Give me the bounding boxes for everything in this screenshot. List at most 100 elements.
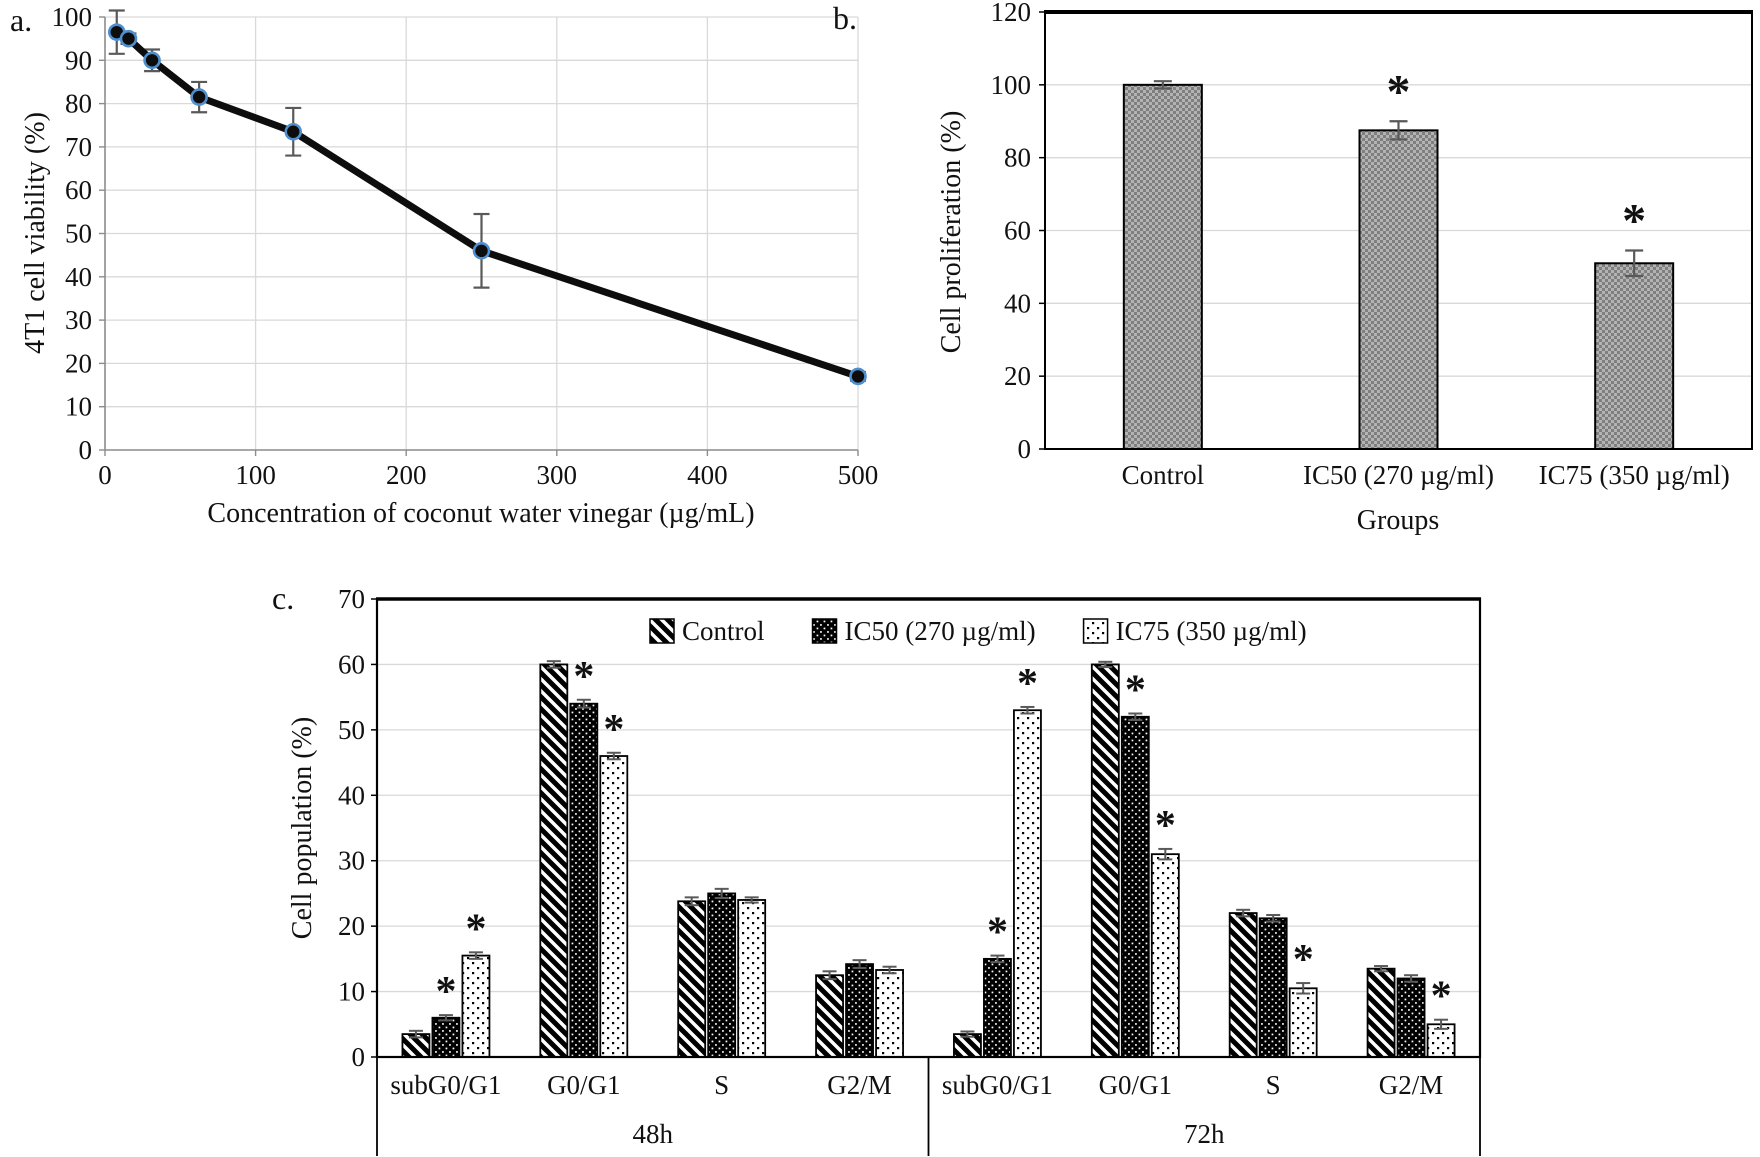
bar-IC75 (350 µg/ml)-subG0/G1-72h — [1013, 709, 1042, 1058]
significance-asterisk: * — [1431, 974, 1452, 1020]
phase-label: S — [1266, 1070, 1281, 1100]
bar-IC50 (270 µg/ml)-G0/G1-72h — [1120, 715, 1150, 1058]
y-tick-label: 30 — [65, 305, 92, 335]
phase-label: G0/G1 — [547, 1070, 621, 1100]
phase-label: subG0/G1 — [942, 1070, 1053, 1100]
y-tick-label: 40 — [1004, 288, 1031, 318]
data-point-marker — [284, 122, 303, 141]
x-category-label: IC75 (350 µg/ml) — [1539, 460, 1730, 490]
bar-IC75 (350 µg/ml)-G0/G1-72h — [1150, 853, 1180, 1058]
viability-line — [113, 28, 862, 380]
significance-asterisk: * — [1622, 195, 1646, 248]
y-tick-label: 40 — [338, 780, 365, 810]
bar-IC50 (270 µg/ml)-S-72h — [1258, 917, 1288, 1058]
bar-Control-G2/M-72h — [1366, 967, 1396, 1058]
panel-c-label: c. — [272, 580, 295, 616]
y-tick-label: 30 — [338, 846, 365, 876]
bar-IC75 (350 µg/ml)-S-48h — [737, 899, 767, 1058]
x-tick-label: 300 — [537, 460, 578, 490]
legend-swatch-Control — [649, 618, 675, 644]
time-group-label: 48h — [633, 1119, 674, 1149]
panel-a-label: a. — [10, 2, 33, 38]
legend-swatch-IC75 (350 µg/ml) — [1082, 618, 1109, 644]
y-tick-label: 0 — [1018, 434, 1032, 464]
x-tick-label: 400 — [687, 460, 728, 490]
y-tick-label: 80 — [1004, 143, 1031, 173]
panel-a-y-axis-title: 4T1 cell viability (%) — [20, 112, 51, 354]
bar-IC75 (350 µg/ml)-G2/M-48h — [875, 969, 904, 1058]
significance-asterisk: * — [1155, 803, 1176, 849]
bar-IC75 (350 µg/ml)-G0/G1-48h — [599, 755, 629, 1058]
data-point-marker — [119, 29, 138, 48]
significance-asterisk: * — [435, 969, 456, 1015]
panel-b-label: b. — [833, 0, 857, 36]
legend-swatch-IC50 (270 µg/ml) — [811, 618, 838, 644]
bar-IC50 (270 µg/ml)-subG0/G1-48h — [431, 1016, 461, 1058]
x-tick-label: 0 — [98, 460, 112, 490]
bar-IC75 (350 µg/ml)-S-72h — [1288, 987, 1318, 1058]
y-tick-label: 90 — [65, 45, 92, 75]
significance-asterisk: * — [465, 906, 486, 952]
bar-Control-S-48h — [677, 900, 707, 1058]
bar-IC50 (270 µg/ml)-subG0/G1-72h — [983, 957, 1012, 1058]
y-tick-label: 50 — [65, 219, 92, 249]
data-point-marker — [190, 88, 208, 106]
y-tick-label: 40 — [65, 262, 92, 292]
y-tick-label: 50 — [338, 715, 365, 745]
panel-a-x-axis-title: Concentration of coconut water vinegar (… — [207, 498, 755, 529]
y-tick-label: 80 — [65, 89, 92, 119]
x-tick-label: 100 — [235, 460, 276, 490]
data-point-marker — [849, 367, 867, 386]
significance-asterisk: * — [573, 654, 594, 700]
y-tick-label: 20 — [65, 348, 92, 378]
bar-IC75 (350 µg/ml) — [1594, 262, 1675, 450]
y-tick-label: 10 — [338, 977, 365, 1007]
y-tick-label: 70 — [65, 132, 92, 162]
y-tick-label: 100 — [991, 70, 1032, 100]
y-tick-label: 120 — [991, 0, 1032, 27]
data-point-marker — [472, 242, 491, 260]
significance-asterisk: * — [603, 707, 624, 753]
bar-Control — [1122, 83, 1203, 450]
phase-label: G2/M — [1379, 1070, 1444, 1100]
time-group-label: 72h — [1184, 1119, 1225, 1149]
y-tick-label: 70 — [338, 584, 365, 614]
data-point-marker — [143, 51, 161, 70]
bar-IC50 (270 µg/ml)-G0/G1-48h — [569, 702, 599, 1058]
y-tick-label: 0 — [79, 435, 93, 465]
bar-Control-G0/G1-72h — [1090, 663, 1120, 1058]
legend-label: Control — [682, 616, 765, 646]
x-category-label: Control — [1122, 460, 1205, 490]
x-tick-label: 200 — [386, 460, 427, 490]
y-tick-label: 10 — [65, 392, 92, 422]
legend-label: IC50 (270 µg/ml) — [845, 616, 1036, 646]
phase-label: G0/G1 — [1099, 1070, 1173, 1100]
panel-c-y-axis-title: Cell population (%) — [287, 716, 318, 940]
significance-asterisk: * — [1387, 65, 1411, 118]
bar-IC50 (270 µg/ml)-S-48h — [707, 892, 737, 1058]
y-tick-label: 60 — [65, 175, 92, 205]
significance-asterisk: * — [1125, 668, 1146, 714]
y-tick-label: 0 — [352, 1042, 366, 1072]
phase-label: G2/M — [827, 1070, 892, 1100]
panel-b-y-axis-title: Cell proliferation (%) — [936, 110, 967, 354]
y-tick-label: 20 — [1004, 361, 1031, 391]
bar-IC50 (270 µg/ml)-G2/M-72h — [1396, 977, 1426, 1058]
y-tick-label: 60 — [1004, 216, 1031, 246]
bar-Control-G2/M-48h — [815, 974, 844, 1058]
bar-Control-S-72h — [1228, 912, 1258, 1058]
bar-Control-G0/G1-48h — [539, 663, 569, 1058]
significance-asterisk: * — [1293, 937, 1314, 983]
bar-IC75 (350 µg/ml)-G2/M-72h — [1426, 1023, 1456, 1058]
significance-asterisk: * — [1017, 661, 1038, 707]
phase-label: S — [714, 1070, 729, 1100]
bar-IC50 (270 µg/ml) — [1358, 129, 1439, 451]
legend-label: IC75 (350 µg/ml) — [1116, 616, 1307, 646]
bar-IC75 (350 µg/ml)-subG0/G1-48h — [461, 954, 491, 1058]
phase-label: subG0/G1 — [390, 1070, 501, 1100]
x-category-label: IC50 (270 µg/ml) — [1303, 460, 1494, 490]
significance-asterisk: * — [987, 910, 1008, 956]
y-tick-label: 60 — [338, 649, 365, 679]
